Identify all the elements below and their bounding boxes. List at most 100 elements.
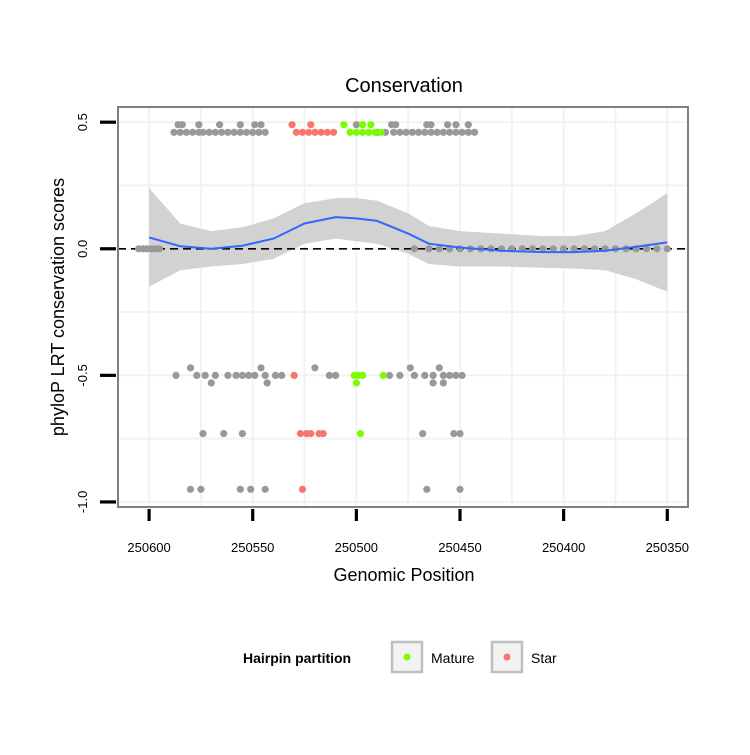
data-point-other <box>332 371 340 379</box>
data-point-other <box>257 121 265 129</box>
data-point-other <box>421 128 429 136</box>
data-point-other <box>410 245 418 253</box>
data-point-other <box>251 121 259 129</box>
data-point-other <box>433 128 441 136</box>
data-point-star <box>307 121 315 129</box>
legend-title: Hairpin partition <box>243 650 351 666</box>
data-point-other <box>245 371 253 379</box>
confidence-band-area <box>149 188 668 292</box>
data-point-other <box>452 371 460 379</box>
legend: Hairpin partition Mature Star <box>243 640 557 674</box>
data-point-other <box>456 430 464 438</box>
data-point-mature <box>340 121 348 129</box>
legend-swatch-mature <box>403 653 411 661</box>
data-point-other <box>232 371 240 379</box>
data-point-mature <box>377 128 385 136</box>
data-point-other <box>439 379 447 387</box>
data-point-other <box>278 371 286 379</box>
data-point-other <box>528 245 537 253</box>
data-point-other <box>419 430 427 438</box>
data-point-other <box>458 128 466 136</box>
data-point-star <box>288 121 296 129</box>
data-point-other <box>446 128 454 136</box>
x-tick-label: 250350 <box>646 540 689 555</box>
data-point-other <box>414 128 423 136</box>
data-point-star <box>292 128 300 136</box>
data-point-star <box>305 128 313 136</box>
data-point-mature <box>359 371 367 379</box>
data-point-other <box>197 485 205 493</box>
data-point-other <box>427 121 435 129</box>
data-point-other <box>193 371 201 379</box>
data-point-other <box>255 128 263 136</box>
data-point-star <box>307 430 315 438</box>
data-point-other <box>435 364 443 372</box>
x-tick-label: 250600 <box>127 540 170 555</box>
data-point-other <box>199 128 207 136</box>
smooth-fit-line <box>148 216 668 254</box>
data-point-other <box>261 128 269 136</box>
data-point-other <box>186 364 195 372</box>
data-point-other <box>425 245 433 253</box>
data-point-mature <box>371 128 379 136</box>
data-point-mature <box>346 128 354 136</box>
data-point-star <box>296 430 304 438</box>
x-tick-label: 250400 <box>542 540 585 555</box>
x-axis: 250600 250550 250500 250450 250400 250350 <box>127 509 689 555</box>
data-point-other <box>421 371 429 379</box>
data-point-star <box>298 485 307 493</box>
legend-label-mature: Mature <box>431 650 475 666</box>
data-point-mature <box>356 430 365 438</box>
data-point-other <box>170 128 178 136</box>
confidence-band <box>149 188 668 292</box>
data-point-other <box>195 121 203 129</box>
data-point-other <box>549 245 557 253</box>
data-point-other <box>450 430 458 438</box>
data-point-star <box>290 371 298 379</box>
data-point-mature <box>365 128 373 136</box>
data-point-other <box>236 121 244 129</box>
data-point-mature <box>352 128 360 136</box>
data-point-other <box>211 128 219 136</box>
data-point-other <box>452 121 460 129</box>
data-point-star <box>298 128 307 136</box>
data-point-other <box>446 371 454 379</box>
data-point-other <box>406 364 414 372</box>
data-point-other <box>271 371 280 379</box>
data-point-other <box>396 371 404 379</box>
data-point-other <box>560 245 568 253</box>
data-point-other <box>224 371 232 379</box>
data-point-other <box>178 121 186 129</box>
data-point-mature <box>352 379 360 387</box>
data-point-other <box>211 371 219 379</box>
data-point-other <box>444 121 452 129</box>
x-tick-label: 250550 <box>231 540 274 555</box>
data-point-other <box>182 128 190 136</box>
y-tick-label: -0.5 <box>75 364 90 386</box>
data-point-other <box>390 128 398 136</box>
data-point-other <box>207 379 215 387</box>
data-point-star <box>311 128 319 136</box>
y-tick-label: 0.5 <box>75 113 90 131</box>
data-point-other <box>155 245 164 253</box>
data-point-other <box>205 128 213 136</box>
data-point-other <box>238 371 246 379</box>
data-point-other <box>224 128 232 136</box>
data-point-other <box>410 371 418 379</box>
data-point-other <box>402 128 410 136</box>
data-point-other <box>435 245 443 253</box>
data-point-other <box>247 485 255 493</box>
data-point-other <box>218 128 226 136</box>
data-point-mature <box>359 128 367 136</box>
data-point-mature <box>367 121 375 129</box>
data-point-other <box>396 128 404 136</box>
x-tick-label: 250450 <box>438 540 481 555</box>
panel-border <box>117 106 689 508</box>
data-point-other <box>439 128 447 136</box>
legend-swatch-star <box>503 653 511 661</box>
data-point-other <box>325 371 333 379</box>
data-point-other <box>249 128 257 136</box>
data-point-other <box>427 128 435 136</box>
data-point-other <box>176 128 184 136</box>
